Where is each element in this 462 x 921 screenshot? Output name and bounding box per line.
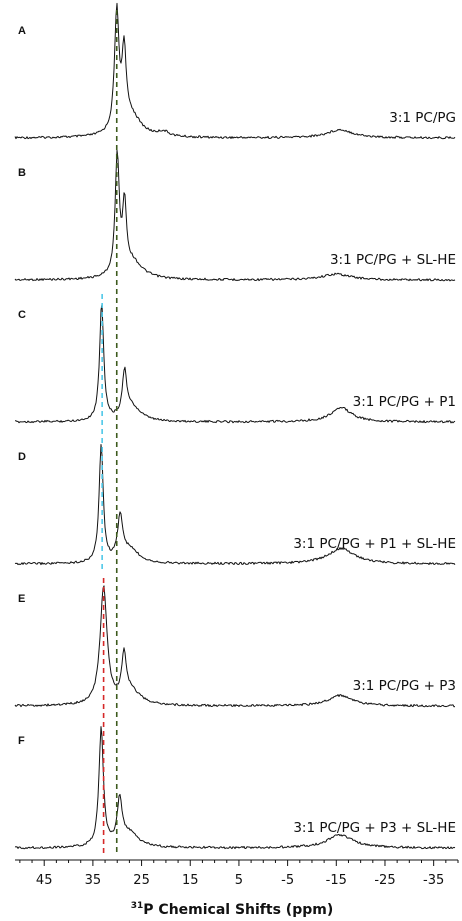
panel-letter-d: D (18, 451, 26, 463)
sample-label-c: 3:1 PC/PG + P1 (353, 394, 456, 410)
sample-label-a: 3:1 PC/PG (389, 110, 456, 126)
x-axis-title: 31P Chemical Shifts (ppm) (131, 901, 333, 918)
x-tick-label: -25 (374, 873, 395, 888)
sample-label-b: 3:1 PC/PG + SL-HE (330, 252, 456, 268)
spectrum-d (14, 444, 456, 566)
spectrum-e (14, 585, 456, 708)
reference-lines-layer (101, 10, 118, 856)
x-axis-title-text: P Chemical Shifts (ppm) (143, 902, 333, 918)
x-axis: 45 35 25 15 5 -5 -15 -25 -35 (15, 859, 459, 888)
spectrum-a (14, 2, 456, 140)
spectrum-c (14, 303, 456, 424)
spectra-layer (14, 2, 456, 850)
x-tick-label: -35 (423, 873, 444, 888)
panel-letter-b: B (18, 167, 26, 179)
x-tick-label: 15 (182, 873, 199, 888)
x-axis-title-superscript: 31 (131, 901, 144, 911)
panel-letter-e: E (18, 593, 25, 605)
x-tick-label: -15 (326, 873, 347, 888)
spectrum-b (14, 149, 456, 282)
sample-label-f: 3:1 PC/PG + P3 + SL-HE (293, 820, 456, 836)
panel-letter-c: C (18, 309, 26, 321)
x-axis-ticks: 45 35 25 15 5 -5 -15 -25 -35 (19, 860, 459, 888)
x-tick-label: -5 (281, 873, 294, 888)
x-tick-label: 5 (235, 873, 243, 888)
x-tick-label: 35 (85, 873, 102, 888)
x-tick-label: 45 (36, 873, 53, 888)
spectrum-f (14, 726, 456, 850)
panel-letter-f: F (18, 735, 25, 747)
x-tick-label: 25 (133, 873, 150, 888)
sample-label-d: 3:1 PC/PG + P1 + SL-HE (293, 536, 456, 552)
labels-layer: A 3:1 PC/PG B 3:1 PC/PG + SL-HE C 3:1 PC/PG +… (18, 25, 456, 836)
sample-label-e: 3:1 PC/PG + P3 (353, 678, 456, 694)
panel-letter-a: A (18, 25, 26, 37)
